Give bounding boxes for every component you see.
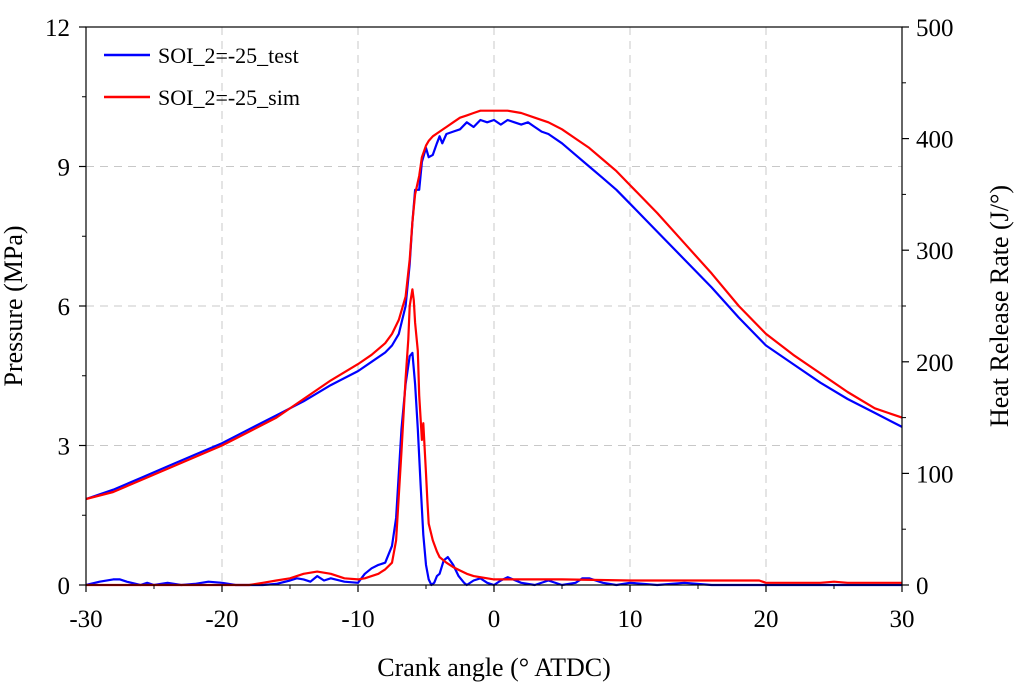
x-tick-label: 10 — [618, 606, 643, 633]
y-right-tick-label: 200 — [916, 350, 954, 377]
y-right-tick-label: 300 — [916, 238, 954, 265]
x-tick-label: -30 — [69, 606, 102, 633]
y-right-axis-title: Heat Release Rate (J/°) — [985, 185, 1014, 427]
x-axis-title: Crank angle (° ATDC) — [377, 653, 611, 682]
y-right-tick-label: 400 — [916, 127, 954, 154]
legend-label-sim: SOI_2=-25_sim — [158, 85, 300, 110]
y-left-tick-label: 12 — [45, 15, 70, 42]
y-left-tick-label: 0 — [58, 573, 71, 600]
series-line-soi-2-25-sim-hrr — [86, 288, 902, 587]
y-right-tick-label: 500 — [916, 15, 954, 42]
y-left-tick-label: 9 — [58, 155, 71, 182]
legend: SOI_2=-25_test SOI_2=-25_sim — [104, 43, 300, 110]
y-left-tick-label: 6 — [58, 294, 71, 321]
series-line-soi-2-25-sim-pressure — [85, 109, 903, 501]
y-right-tick-label: 0 — [916, 573, 929, 600]
series-line-soi-2-25-test-pressure — [85, 118, 903, 501]
grid-layer — [86, 27, 902, 585]
y-right-tick-label: 100 — [916, 461, 954, 488]
x-tick-label: 0 — [488, 606, 501, 633]
y-left-tick-label: 3 — [58, 434, 71, 461]
x-tick-label: 30 — [890, 606, 915, 633]
x-tick-label: 20 — [754, 606, 779, 633]
legend-label-test: SOI_2=-25_test — [158, 43, 299, 68]
x-tick-label: -20 — [205, 606, 238, 633]
y-left-axis-title: Pressure (MPa) — [0, 225, 28, 386]
x-tick-label: -10 — [341, 606, 374, 633]
